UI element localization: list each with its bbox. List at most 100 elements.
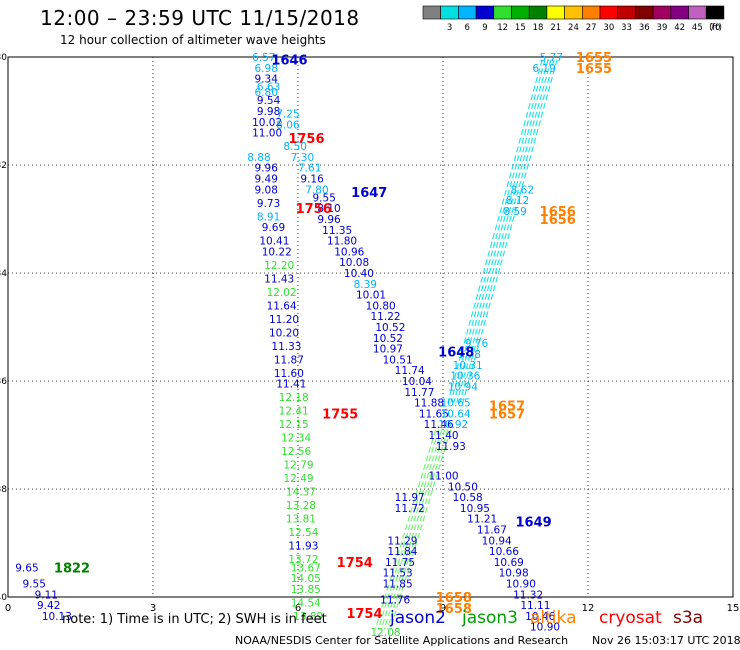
track-stroke [380,429,443,630]
swh-value-label: 13.72 [288,554,318,566]
pass-time-label: 1657 [489,407,525,422]
pass-time-label: 1822 [54,561,90,576]
colorbar-swatch [475,5,495,20]
timestamp-text: Nov 26 15:03:17 UTC 2018 [592,634,740,647]
pass-time-label: 1754 [337,556,373,571]
pass-time-label: 1755 [322,407,358,422]
swh-value-label: 5.77 [540,52,563,64]
swh-value-label: 12.18 [279,392,309,404]
legend-jason3: jason3 [462,608,518,628]
colorbar-swatch [458,5,477,20]
swh-value-label: 8.12 [506,195,529,207]
pass-time-label: 1756 [288,132,324,147]
time-annotations: 1646 1756 1647 1756 1648 1755 1649 1754 1754 1822… [54,51,612,622]
swh-value-label: 11.97 [395,492,425,504]
track-stroke [459,59,555,403]
colorbar-swatch [652,5,672,20]
swh-value-label: 11.87 [274,354,304,366]
colorbar-swatch [635,5,654,20]
colorbar-swatch [546,5,565,20]
swh-value-label: 10.36 [450,371,480,383]
swh-value-label: 6.57 [252,52,275,64]
track-stroke [374,429,437,630]
pass-time-label: 1656 [540,213,576,228]
swh-value-label: 8.50 [284,141,307,153]
x-tick-label: 15 [727,603,740,614]
swh-value-label: 6.19 [532,63,555,75]
swh-value-label: 8.06 [276,120,300,132]
swh-value-label: 8.39 [354,279,377,291]
swh-value-label: 12.15 [279,419,309,431]
swh-value-label: 9.42 [37,600,60,612]
swh-value-label: 9.54 [257,95,281,107]
swh-value-label: 9.69 [262,222,285,234]
swh-value-label: 10.65 [441,398,471,410]
swh-value-label: 10.90 [506,579,536,591]
colorbar-swatch [688,5,707,20]
swh-value-label: 8.62 [511,184,534,196]
swh-value-label: 10.08 [339,257,369,269]
swh-value-label: 13.67 [291,562,321,574]
swh-value-label: 11.76 [380,595,410,607]
swh-value-label: 10.50 [448,481,478,493]
swh-value-label: 11.22 [371,311,401,323]
swh-value-label: 11.67 [477,525,507,537]
x-tick-label: 12 [582,603,595,614]
swh-value-label: 9.96 [255,163,279,175]
colorbar-label: 12 [497,23,508,33]
colorbar: 3 6 9 12 15 18 21 24 27 30 33 36 39 42 45 70(ft) [422,5,725,33]
colorbar-label: 33 [621,23,632,33]
swh-value-label: 11.53 [383,568,413,580]
colorbar-label: 6 [465,23,470,33]
track-stroke [450,59,546,403]
swh-value-label: 11.93 [436,441,466,453]
pass-time-label: 1655 [576,62,612,77]
swh-value-label: 12.49 [284,473,314,485]
swh-value-label: 10.64 [441,408,471,420]
x-tick-label: 0 [5,603,11,614]
swh-value-label: 11.20 [269,314,299,326]
swh-value-label: 11.43 [264,273,294,285]
swh-value-label: 6.98 [255,63,278,75]
swh-value-label: 11.32 [513,589,543,601]
swh-value-label: 9.98 [257,106,280,118]
pass-time-label: 1657 [489,399,525,414]
swh-value-label: 11.11 [520,600,550,612]
swh-value-label: 10.04 [402,376,432,388]
colorbar-label: 42 [674,23,685,33]
legend-jason2: jason2 [390,608,446,628]
swh-value-label: 9.76 [465,338,489,350]
track-stroke [377,429,440,630]
legend-s3a: s3a [673,608,704,628]
wave-height-labels: 6.576.989.346.636.809.549.9810.0211.008.… [15,52,563,639]
swh-value-label: 11.80 [327,236,357,248]
colorbar-label: 30 [603,23,614,33]
swh-value-label: 12.54 [288,527,318,539]
colorbar-swatch [670,5,689,20]
track-stroke [453,59,549,403]
swh-value-label: 10.97 [373,344,403,356]
swh-value-label: 10.01 [356,290,386,302]
swh-value-label: 10.95 [460,503,490,515]
colorbar-label: 21 [550,23,561,33]
swh-value-label: 10.41 [259,236,289,248]
y-tick-label: -40 [0,593,7,603]
swh-value-label: 9.65 [15,562,38,574]
plot-axes: 0 3 6 9 12 15 -30 -32 -34 -36 -38 -40 [0,53,739,614]
colorbar-swatch [581,5,601,20]
track-stroke [386,429,449,630]
swh-value-label: 10.02 [252,117,282,129]
swh-value-label: 8.59 [503,206,526,218]
swh-value-label: 11.21 [467,514,497,526]
swh-value-label: 11.77 [404,387,434,399]
colorbar-label: 24 [568,23,579,33]
pass-time-label: 1656 [540,205,576,220]
track-stroke [447,59,543,403]
colorbar-swatch [511,5,530,20]
swh-value-label: 9.55 [313,192,336,204]
swh-value-label: 10.46 [525,611,555,623]
swh-value-label: 9.49 [255,174,278,186]
y-tick-label: -38 [0,485,7,495]
colorbar-swatch [440,5,459,20]
